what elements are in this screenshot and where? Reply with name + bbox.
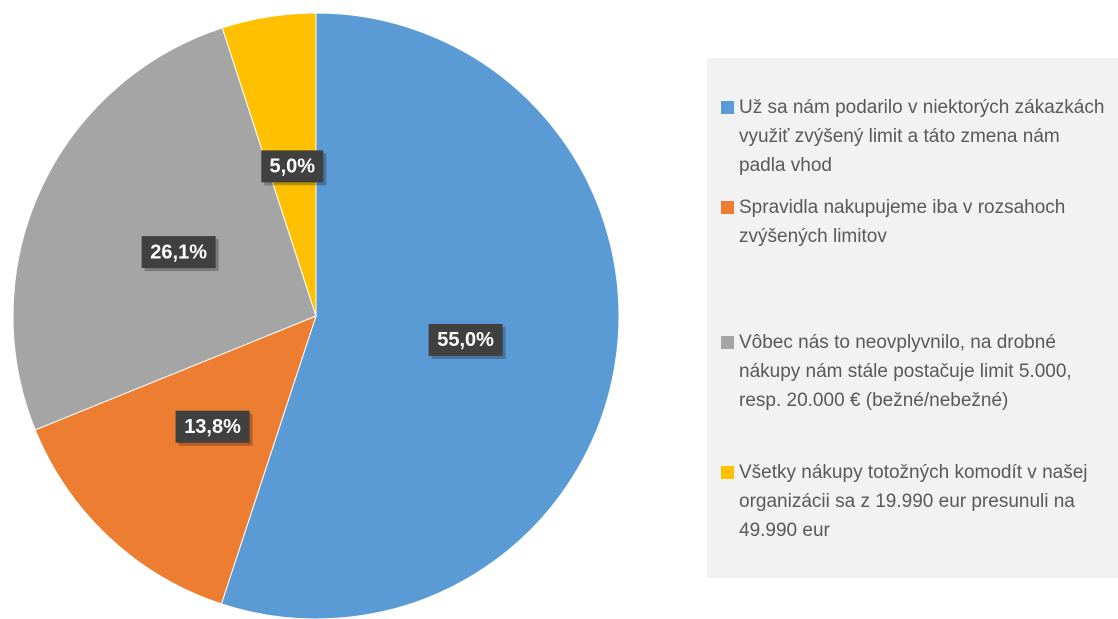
legend-swatch [721, 101, 734, 114]
legend-label: Už sa nám podarilo v niektorých zákazkác… [739, 97, 1105, 176]
label-box [428, 323, 503, 356]
legend-item: Spravidla nakupujeme iba v rozsahoch zvý… [721, 193, 1111, 251]
data-label: 55,0% [437, 329, 494, 351]
label-box [175, 410, 250, 443]
legend-swatch [721, 336, 734, 349]
pie-area: 55,0% 13,8% 26,1% 5,0% [12, 12, 620, 619]
pie-slice [34, 315, 317, 605]
data-label: 26,1% [150, 241, 207, 263]
legend-item: Všetky nákupy totožných komodít v našej … [721, 458, 1111, 545]
legend-swatch [721, 201, 734, 214]
legend-label: Vôbec nás to neovplyvnilo, na drobné nák… [739, 332, 1072, 411]
legend-swatch [721, 466, 734, 479]
legend-item: Vôbec nás to neovplyvnilo, na drobné nák… [721, 328, 1111, 415]
legend-label: Spravidla nakupujeme iba v rozsahoch zvý… [739, 197, 1066, 247]
pie-slice [12, 27, 317, 431]
legend-item: Už sa nám podarilo v niektorých zákazkác… [721, 93, 1111, 180]
legend-label: Všetky nákupy totožných komodít v našej … [739, 462, 1088, 541]
label-box [261, 150, 324, 183]
data-label: 5,0% [269, 156, 315, 178]
label-box [141, 236, 216, 269]
legend: Už sa nám podarilo v niektorých zákazkác… [707, 58, 1118, 578]
data-label: 13,8% [184, 416, 241, 438]
